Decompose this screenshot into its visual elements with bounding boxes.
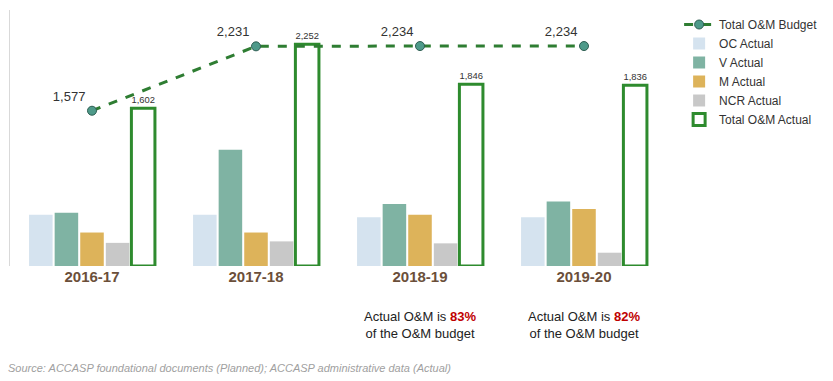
svg-text:2,252: 2,252 — [295, 30, 319, 41]
svg-text:2016-17: 2016-17 — [64, 268, 119, 285]
svg-text:2,234: 2,234 — [545, 24, 578, 39]
svg-text:Total O&M Budget: Total O&M Budget — [719, 18, 817, 32]
svg-text:1,836: 1,836 — [623, 71, 647, 82]
svg-text:M Actual: M Actual — [719, 75, 765, 89]
svg-text:2018-19: 2018-19 — [392, 268, 447, 285]
svg-text:1,577: 1,577 — [53, 89, 86, 104]
svg-text:2,234: 2,234 — [381, 24, 414, 39]
svg-text:Total O&M Actual: Total O&M Actual — [719, 113, 811, 127]
svg-text:2019-20: 2019-20 — [556, 268, 611, 285]
svg-text:OC Actual: OC Actual — [719, 37, 773, 51]
svg-text:V Actual: V Actual — [719, 56, 763, 70]
svg-text:NCR Actual: NCR Actual — [719, 94, 781, 108]
svg-text:2,231: 2,231 — [217, 24, 250, 39]
svg-text:Source: ACCASP foundational do: Source: ACCASP foundational documents (P… — [8, 362, 451, 374]
svg-text:2017-18: 2017-18 — [228, 268, 283, 285]
svg-text:1,602: 1,602 — [131, 94, 155, 105]
svg-text:Actual O&M is 83%of the O&M bu: Actual O&M is 83%of the O&M budget — [364, 309, 476, 341]
svg-text:Actual O&M is 82%of the O&M bu: Actual O&M is 82%of the O&M budget — [528, 309, 640, 341]
svg-text:1,846: 1,846 — [459, 70, 483, 81]
